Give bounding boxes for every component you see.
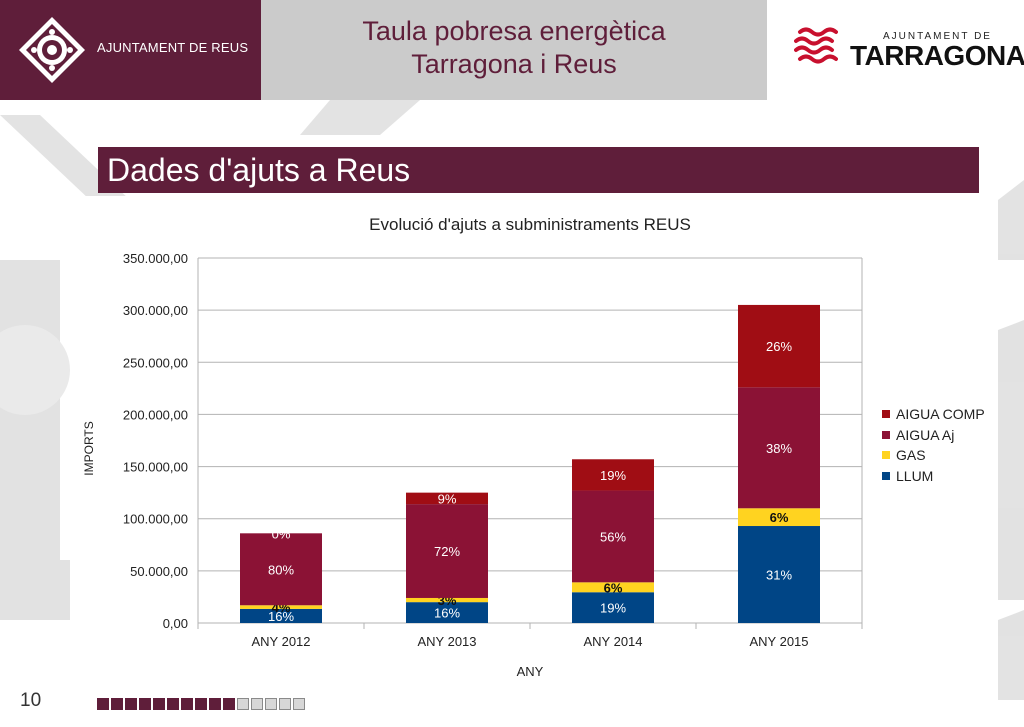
header-left-panel: AJUNTAMENT DE REUS <box>0 0 261 100</box>
bar-llum <box>738 526 820 623</box>
y-tick-label: 200.000,00 <box>123 407 188 422</box>
bar-aigua-aj <box>738 387 820 509</box>
bar-aigua-aj <box>572 490 654 583</box>
bar-llum <box>572 592 654 623</box>
y-tick-label: 0,00 <box>163 616 188 631</box>
bar-gas <box>738 508 820 527</box>
data-label: 80% <box>268 562 294 577</box>
legend-item: AIGUA COMP <box>882 404 985 425</box>
bar-aigua-aj <box>240 533 322 606</box>
data-label: 72% <box>434 544 460 559</box>
legend-swatch <box>882 430 890 439</box>
legend-swatch <box>882 471 890 480</box>
y-tick-label: 100.000,00 <box>123 512 188 527</box>
progress-square <box>181 698 193 710</box>
data-label: 9% <box>438 491 457 506</box>
x-tick-label: ANY 2014 <box>583 634 642 649</box>
page-title-line1: Taula pobresa energètica <box>362 16 666 46</box>
legend-item: GAS <box>882 445 985 466</box>
tarragona-logo-text: TARRAGONA <box>850 40 1024 71</box>
progress-square <box>153 698 165 710</box>
legend-label: GAS <box>896 447 926 464</box>
legend-item: AIGUA Aj <box>882 425 985 446</box>
data-label: 26% <box>766 339 792 354</box>
data-label: 19% <box>600 468 626 483</box>
legend-swatch <box>882 410 890 419</box>
data-label: 6% <box>604 580 623 595</box>
x-tick-label: ANY 2015 <box>749 634 808 649</box>
reus-logo-text: AJUNTAMENT DE REUS <box>97 40 249 55</box>
y-tick-label: 50.000,00 <box>130 564 188 579</box>
progress-square <box>139 698 151 710</box>
y-tick-label: 150.000,00 <box>123 460 188 475</box>
x-tick-label: ANY 2012 <box>251 634 310 649</box>
bar-gas <box>240 605 322 609</box>
slide-progress-indicator <box>97 698 305 710</box>
header-right-panel: AJUNTAMENT DE TARRAGONA <box>767 0 1024 100</box>
progress-square <box>167 698 179 710</box>
chart-legend: AIGUA COMP AIGUA Aj GAS LLUM <box>882 404 985 486</box>
bar-aigua-comp <box>406 492 488 505</box>
progress-square <box>223 698 235 710</box>
legend-label: AIGUA Aj <box>896 426 955 443</box>
header-title-panel: Taula pobresa energètica Tarragona i Reu… <box>261 0 767 100</box>
progress-square <box>237 698 249 710</box>
y-tick-label: 250.000,00 <box>123 355 188 370</box>
bar-gas <box>572 582 654 593</box>
stacked-bar-chart: Evolució d'ajuts a subministraments REUS… <box>82 215 863 679</box>
data-label: 6% <box>770 510 789 525</box>
chart-title: Evolució d'ajuts a subministraments REUS <box>369 215 691 234</box>
data-label: 0% <box>272 526 291 541</box>
data-label: 56% <box>600 529 626 544</box>
data-label: 16% <box>434 606 460 621</box>
legend-item: LLUM <box>882 466 985 487</box>
bar-llum <box>406 602 488 623</box>
bar-aigua-aj <box>406 504 488 598</box>
progress-square <box>279 698 291 710</box>
data-label: 31% <box>766 568 792 583</box>
progress-square <box>195 698 207 710</box>
x-axis-label: ANY <box>517 664 544 679</box>
progress-square <box>125 698 137 710</box>
reus-emblem-icon <box>19 17 85 83</box>
chart-container: Evolució d'ajuts a subministraments REUS… <box>70 196 998 692</box>
tarragona-emblem-icon <box>794 27 838 64</box>
y-tick-label: 350.000,00 <box>123 251 188 266</box>
legend-label: LLUM <box>896 467 934 484</box>
data-label: 38% <box>766 441 792 456</box>
section-title-bar: Dades d'ajuts a Reus <box>98 147 979 193</box>
legend-label: AIGUA COMP <box>896 406 985 423</box>
bar-aigua-comp <box>572 459 654 491</box>
progress-square <box>209 698 221 710</box>
bar-aigua-comp <box>738 304 820 388</box>
page-number: 10 <box>20 690 42 711</box>
bar-llum <box>240 608 322 623</box>
tarragona-logo-small-text: AJUNTAMENT DE <box>883 31 992 42</box>
page-title-line2: Tarragona i Reus <box>411 49 617 79</box>
progress-square <box>97 698 109 710</box>
progress-square <box>111 698 123 710</box>
progress-square <box>293 698 305 710</box>
bar-gas <box>406 597 488 603</box>
data-label: 19% <box>600 601 626 616</box>
y-axis-label: IMPORTS <box>82 421 96 475</box>
section-title: Dades d'ajuts a Reus <box>107 152 411 188</box>
data-label: 16% <box>268 609 294 624</box>
progress-square <box>251 698 263 710</box>
y-tick-label: 300.000,00 <box>123 303 188 318</box>
legend-swatch <box>882 451 890 460</box>
x-tick-label: ANY 2013 <box>417 634 476 649</box>
progress-square <box>265 698 277 710</box>
